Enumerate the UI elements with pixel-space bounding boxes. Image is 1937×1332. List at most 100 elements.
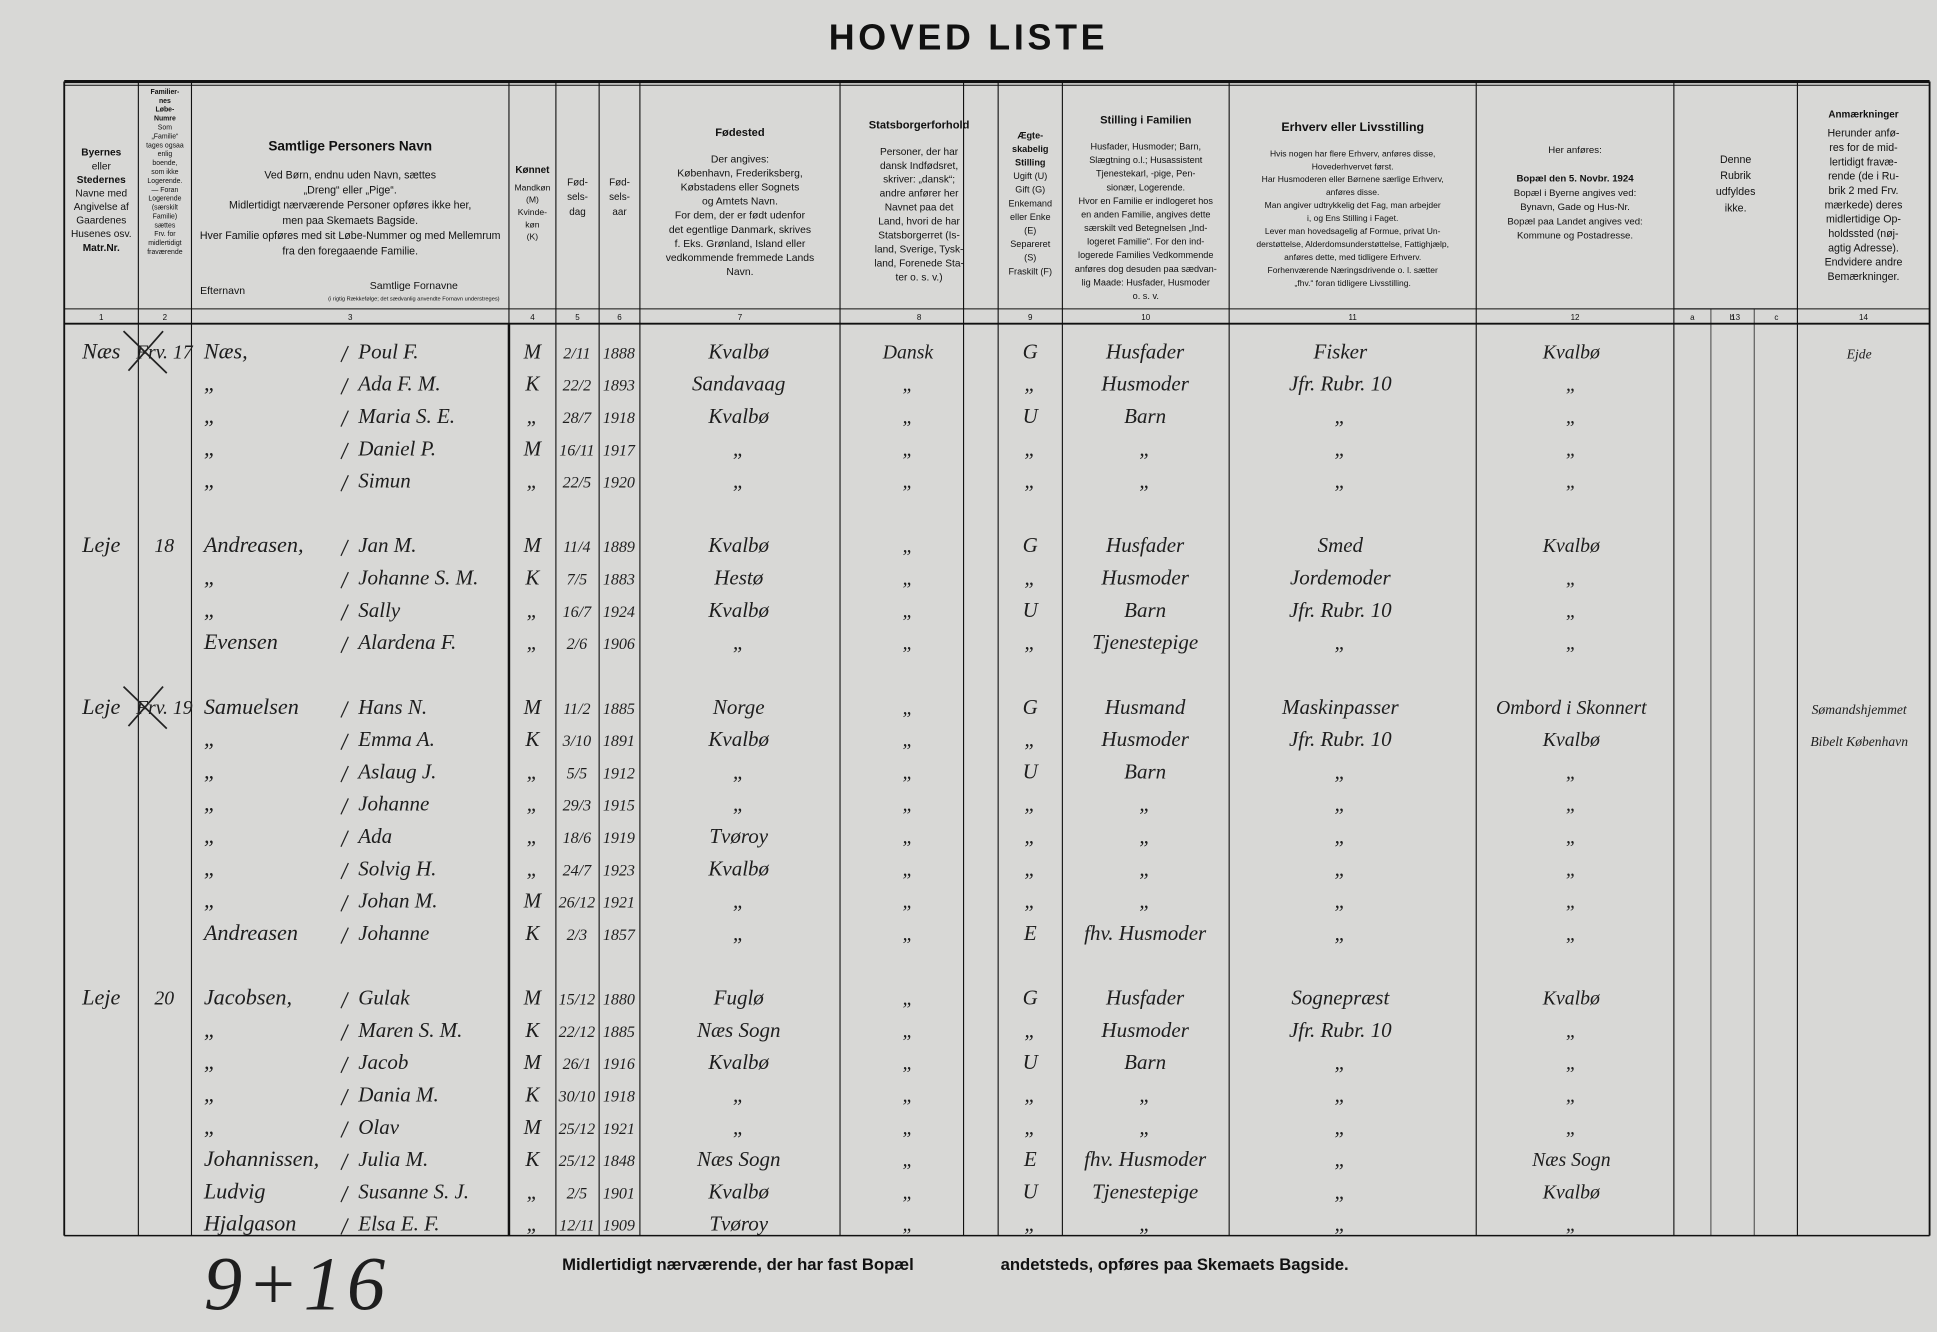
entry-place: Leje xyxy=(81,532,120,557)
column-note: Numre xyxy=(154,116,176,123)
column-note: „Dreng“ eller „Pige“. xyxy=(304,184,397,196)
entry-place: Leje xyxy=(81,694,120,719)
entry-citizenship: „ xyxy=(902,729,913,751)
column-note: Kommune og Postadresse. xyxy=(1517,230,1633,241)
given-note: (i rigtig Rækkefølge; det sædvanlig anve… xyxy=(328,296,500,302)
entry-day: 25/12 xyxy=(559,1153,596,1170)
tally: 9+16 xyxy=(204,1242,390,1327)
column-note: „fhv.“ foran tidligere Livsstilling. xyxy=(1295,278,1411,288)
column-note: men paa Skemaets Bagside. xyxy=(282,215,418,227)
column-note: Man angiver udtrykkelig det Fag, man arb… xyxy=(1265,200,1441,210)
entry-day: 5/5 xyxy=(567,765,588,782)
entry-day: 26/1 xyxy=(563,1056,592,1073)
entry-given: Maren S. M. xyxy=(357,1018,462,1042)
entry-birthplace: Kvalbø xyxy=(707,404,769,428)
entry-position: Barn xyxy=(1124,1050,1166,1074)
entry-year: 1915 xyxy=(603,798,635,815)
entry-occupation: „ xyxy=(1334,759,1346,783)
column-note: Ugift (U) xyxy=(1013,171,1047,181)
column-note: Bynavn, Gade og Hus-Nr. xyxy=(1520,202,1630,213)
entry-sex: M xyxy=(523,339,543,363)
column-note: Personer, der har xyxy=(880,147,959,158)
column-note: Logerende xyxy=(148,196,181,203)
entry-marital: G xyxy=(1023,533,1038,557)
entry-marital: „ xyxy=(1024,1018,1036,1042)
entry-occupation: „ xyxy=(1334,921,1346,945)
entry-residence: „ xyxy=(1566,1117,1577,1139)
column-number: 6 xyxy=(617,313,622,322)
separator-stroke xyxy=(340,410,349,427)
column-note: andre anfører her xyxy=(880,189,959,200)
entry-citizenship: „ xyxy=(902,632,913,654)
entry-marital: „ xyxy=(1024,566,1036,590)
entry-citizenship: „ xyxy=(902,600,913,622)
entry-day: 2/5 xyxy=(567,1185,588,1202)
entry-residence: „ xyxy=(1566,1020,1577,1042)
entry-position: Husmand xyxy=(1104,695,1186,719)
column-number: 4 xyxy=(530,313,535,322)
column-note: Lever man hovedsagelig af Formue, privat… xyxy=(1265,226,1441,236)
entry-occupation: Maskinpasser xyxy=(1281,695,1399,719)
column-note: Bemærkninger. xyxy=(1828,271,1900,283)
entry-residence: „ xyxy=(1566,1052,1577,1074)
separator-stroke xyxy=(340,1153,349,1171)
entry-year: 1889 xyxy=(603,539,635,556)
entry-surname: Hjalgason xyxy=(203,1211,297,1236)
entry-day: 22/2 xyxy=(563,378,592,395)
entry-occupation: Jordemoder xyxy=(1290,566,1392,590)
column-note: Byernes xyxy=(81,148,121,159)
entry-marital: U xyxy=(1023,1050,1040,1074)
entry-marital: „ xyxy=(1024,436,1036,460)
entry-year: 1916 xyxy=(603,1056,635,1073)
entry-citizenship: „ xyxy=(902,438,913,460)
entry-no: 18 xyxy=(154,535,174,557)
entry-occupation: „ xyxy=(1334,889,1346,913)
entry-sex: K xyxy=(524,566,540,590)
separator-stroke xyxy=(340,830,349,847)
entry-marital: „ xyxy=(1024,1212,1036,1236)
column-note: Stilling xyxy=(1015,158,1045,168)
column-note: o. s. v. xyxy=(1133,291,1159,301)
entry-residence: Kvalbø xyxy=(1542,341,1601,363)
entry-birthplace: „ xyxy=(733,889,745,913)
column-note: lig Maade: Husfader, Husmoder xyxy=(1082,277,1210,287)
column-note: Har Husmoderen eller Børnene særlige Erh… xyxy=(1262,174,1444,184)
given-label: Samtlige Fornavne xyxy=(370,280,458,292)
entry-place: Leje xyxy=(81,985,120,1010)
entry-birthplace: Kvalbø xyxy=(707,856,769,880)
entry-marital: „ xyxy=(1024,630,1036,654)
entry-marital: „ xyxy=(1024,469,1036,493)
entry-year: 1901 xyxy=(603,1185,635,1202)
separator-stroke xyxy=(340,604,349,621)
entry-marital: G xyxy=(1023,339,1038,363)
entry-citizenship: „ xyxy=(902,697,913,719)
entry-day: 26/12 xyxy=(559,895,596,912)
entry-given: Solvig H. xyxy=(358,856,436,880)
cross-mark xyxy=(122,685,168,730)
entry-marital: G xyxy=(1023,695,1038,719)
entry-residence: „ xyxy=(1566,858,1577,880)
column-note: ikke. xyxy=(1725,202,1747,214)
column-note: Bopæl paa Landet angives ved: xyxy=(1507,216,1642,227)
entry-year: 1906 xyxy=(603,636,635,653)
column-number: 12 xyxy=(1571,313,1580,322)
entry-marital: G xyxy=(1023,986,1038,1010)
column-note: brik 2 med Frv. xyxy=(1829,185,1899,197)
entry-citizenship: „ xyxy=(902,988,913,1010)
column-note: Ved Børn, endnu uden Navn, sættes xyxy=(264,169,436,181)
column-note: mærkede) deres xyxy=(1825,199,1903,211)
entry-citizenship: „ xyxy=(902,1020,913,1042)
entry-year: 1885 xyxy=(603,1024,635,1041)
column-note: skriver: „dansk“; xyxy=(883,175,955,186)
entry-given: Olav xyxy=(358,1115,399,1139)
column-note: Bopæl i Byerne angives ved: xyxy=(1514,188,1637,199)
entry-year: 1883 xyxy=(603,572,635,589)
entry-day: 16/11 xyxy=(559,442,594,459)
separator-stroke xyxy=(340,701,349,718)
separator-stroke xyxy=(340,1056,349,1074)
column-note: res for de mid- xyxy=(1829,142,1898,154)
entry-occupation: Jfr. Rubr. 10 xyxy=(1289,1018,1392,1042)
entry-day: 12/11 xyxy=(559,1218,594,1235)
entry-position: „ xyxy=(1139,1212,1151,1236)
column-number: 11 xyxy=(1349,313,1358,322)
